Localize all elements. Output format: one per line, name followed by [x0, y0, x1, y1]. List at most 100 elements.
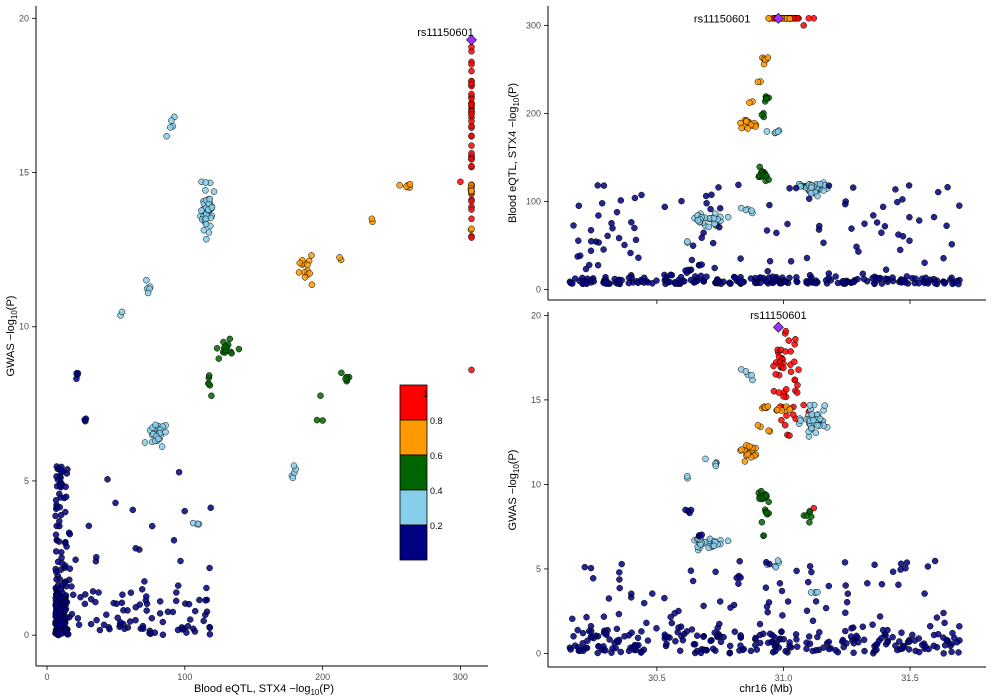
snp-point — [667, 613, 674, 621]
snp-point — [684, 473, 691, 480]
snp-point — [812, 429, 820, 437]
scatter-x-ticks: 0 100 200 300 — [45, 666, 468, 682]
snp-point — [58, 560, 66, 567]
snp-point — [737, 278, 744, 286]
snp-point — [803, 645, 810, 653]
snp-point — [468, 61, 475, 68]
snp-point — [710, 215, 718, 222]
snp-point — [207, 504, 214, 512]
snp-point — [861, 647, 868, 655]
snp-point — [756, 631, 764, 639]
snp-point — [724, 213, 732, 221]
snp-point — [869, 621, 876, 628]
snp-point — [208, 204, 216, 211]
snp-point — [752, 279, 759, 287]
snp-point — [780, 635, 787, 643]
snp-point — [825, 182, 833, 189]
snp-point — [583, 644, 591, 652]
snp-point — [175, 468, 183, 476]
snp-point — [726, 649, 733, 657]
snp-point — [956, 623, 963, 630]
snp-point — [786, 432, 793, 439]
snp-point — [235, 345, 243, 353]
snp-point — [308, 281, 316, 288]
snp-point — [842, 582, 849, 589]
gwas-y-tick-label: 0 — [536, 648, 541, 658]
snp-point — [694, 216, 702, 224]
snp-point — [870, 650, 877, 657]
snp-point — [152, 421, 159, 429]
snp-point — [940, 609, 947, 617]
snp-point — [760, 532, 767, 539]
lead-snp-label: rs11150601 — [694, 13, 750, 25]
snp-point — [804, 578, 812, 586]
snp-point — [127, 589, 135, 596]
snp-point — [468, 132, 475, 140]
snp-point — [780, 364, 787, 372]
snp-point — [737, 633, 744, 641]
snp-point — [787, 348, 794, 355]
scatter-lead-snp: rs11150601 — [417, 27, 477, 46]
snp-point — [814, 588, 821, 596]
snp-point — [342, 375, 349, 382]
snp-point — [68, 583, 75, 590]
snp-point — [821, 402, 828, 409]
snp-point — [56, 481, 64, 488]
snp-point — [948, 648, 955, 656]
snp-point — [672, 637, 679, 645]
snp-point — [834, 648, 842, 656]
snp-point — [609, 645, 616, 652]
snp-point — [786, 406, 794, 413]
snp-point — [687, 567, 695, 574]
snp-point — [682, 267, 689, 274]
snp-point — [792, 336, 799, 343]
snp-point — [873, 219, 881, 226]
snp-point — [640, 599, 648, 607]
snp-point — [921, 590, 928, 597]
snp-point — [113, 600, 120, 608]
snp-point — [210, 188, 218, 195]
snp-point — [162, 428, 169, 436]
snp-point — [731, 274, 739, 281]
snp-point — [208, 392, 215, 400]
snp-point — [594, 182, 601, 189]
snp-point — [782, 647, 789, 655]
snp-point — [468, 67, 475, 75]
snp-point — [213, 345, 221, 352]
snp-point — [730, 601, 738, 609]
snp-point — [319, 417, 326, 424]
snp-point — [850, 640, 858, 647]
snp-point — [186, 616, 194, 623]
snp-point — [709, 645, 717, 653]
snp-point — [735, 181, 742, 189]
snp-point — [748, 371, 755, 379]
snp-point — [808, 411, 816, 418]
snp-point — [840, 643, 847, 651]
eqtl-y-ticks: 0 100 200 300 — [526, 20, 548, 294]
snp-point — [58, 630, 66, 637]
snp-point — [575, 237, 582, 244]
snp-point — [797, 417, 804, 424]
snp-point — [711, 264, 718, 272]
snp-point — [812, 279, 820, 287]
snp-point — [668, 619, 676, 627]
snp-point — [726, 642, 734, 650]
snp-point — [89, 588, 97, 595]
snp-point — [143, 276, 150, 284]
snp-point — [786, 185, 793, 192]
snp-point — [921, 259, 928, 267]
snp-point — [604, 232, 611, 240]
snp-point — [855, 248, 862, 255]
snp-point — [598, 200, 606, 207]
snp-point — [793, 389, 801, 396]
snp-point — [52, 531, 60, 539]
gwas-y-tick-label: 5 — [536, 564, 541, 574]
snp-point — [715, 184, 722, 191]
snp-point — [168, 117, 175, 124]
snp-point — [744, 451, 751, 458]
snp-point — [717, 638, 725, 646]
snp-point — [892, 642, 899, 649]
snp-point — [941, 280, 948, 287]
snp-point — [870, 212, 877, 219]
snp-point — [638, 628, 645, 635]
